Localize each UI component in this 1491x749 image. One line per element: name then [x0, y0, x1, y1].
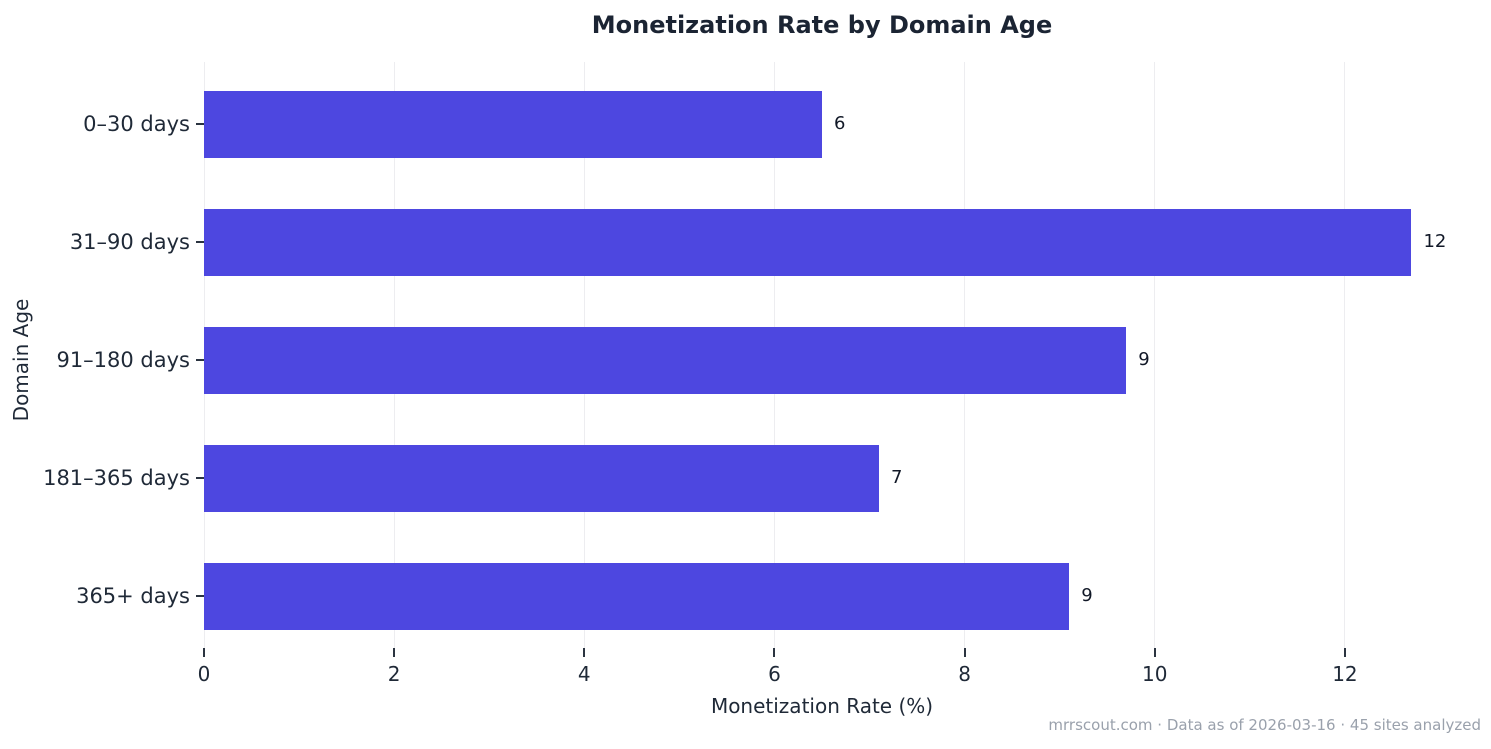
gridline	[1344, 62, 1346, 648]
bar-value-label: 12	[1423, 231, 1447, 252]
x-tick-label: 0	[197, 662, 211, 686]
bar-31-90-days	[204, 208, 1412, 276]
x-axis-tick	[1343, 648, 1346, 657]
x-axis-tick	[773, 648, 776, 657]
chart-title: Monetization Rate by Domain Age	[591, 11, 1053, 39]
x-tick-label: 10	[1142, 662, 1168, 686]
bar-181-365-days	[204, 444, 880, 512]
y-axis-tick	[196, 595, 204, 597]
category-label: 181–365 days	[43, 466, 190, 490]
x-tick-label: 4	[577, 662, 591, 686]
x-tick-label: 2	[387, 662, 401, 686]
category-label: 91–180 days	[56, 348, 190, 372]
y-axis-tick	[196, 359, 204, 361]
bar-value-label: 9	[1138, 349, 1150, 370]
x-tick-label: 8	[958, 662, 971, 686]
bar-value-label: 6	[834, 113, 846, 134]
category-label: 31–90 days	[69, 230, 190, 254]
bar-91-180-days	[204, 326, 1127, 394]
category-label: 0–30 days	[83, 112, 190, 136]
bar-0-30-days	[204, 90, 822, 158]
x-axis-tick	[393, 648, 396, 657]
x-axis-tick	[963, 648, 966, 657]
category-label: 365+ days	[76, 584, 190, 608]
bar-value-label: 9	[1081, 585, 1093, 606]
y-axis-tick	[196, 241, 204, 243]
x-axis-tick	[583, 648, 586, 657]
y-axis-tick	[196, 477, 204, 479]
gridline	[1154, 62, 1156, 648]
bar-365+-days	[204, 562, 1070, 630]
y-axis-tick	[196, 123, 204, 125]
x-tick-label: 12	[1332, 662, 1358, 686]
bar-value-label: 7	[891, 467, 903, 488]
x-axis-label: Monetization Rate (%)	[710, 694, 934, 718]
x-axis-tick	[1153, 648, 1156, 657]
x-tick-label: 6	[768, 662, 781, 686]
source-note: mrrscout.com · Data as of 2026-03-16 · 4…	[1048, 716, 1481, 734]
x-axis-tick	[203, 648, 205, 657]
